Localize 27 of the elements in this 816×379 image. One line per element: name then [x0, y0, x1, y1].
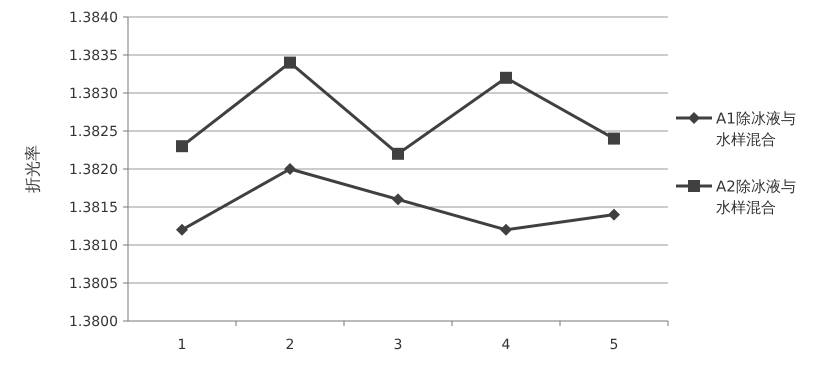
y-axis-title: 折光率: [23, 145, 42, 193]
y-tick-label: 1.3820: [69, 162, 118, 178]
y-tick-label: 1.3815: [69, 200, 118, 216]
y-tick-label: 1.3840: [69, 10, 118, 26]
point: [176, 140, 188, 152]
point: [176, 224, 188, 236]
point: [284, 56, 296, 69]
legend-label: A1除冰液与水样混合: [716, 109, 796, 148]
point: [500, 224, 512, 236]
y-tick-label: 1.3805: [69, 276, 118, 292]
y-tick-label: 1.3800: [69, 314, 118, 330]
y-tick-label: 1.3810: [69, 238, 118, 254]
point: [392, 148, 404, 160]
legend-label: A2除冰液与水样混合: [716, 177, 796, 216]
x-tick-label: 4: [502, 337, 511, 353]
x-tick-label: 1: [178, 337, 186, 353]
point: [608, 132, 620, 145]
x-tick-label: 3: [394, 337, 402, 353]
y-tick-label: 1.3835: [69, 48, 118, 64]
y-tick-label: 1.3825: [69, 124, 118, 140]
x-tick-label: 5: [610, 337, 618, 353]
point: [392, 193, 404, 206]
point: [608, 208, 620, 221]
y-tick-label: 1.3830: [69, 86, 118, 102]
point: [284, 163, 296, 175]
point: [500, 72, 512, 84]
x-tick-label: 2: [286, 337, 294, 353]
